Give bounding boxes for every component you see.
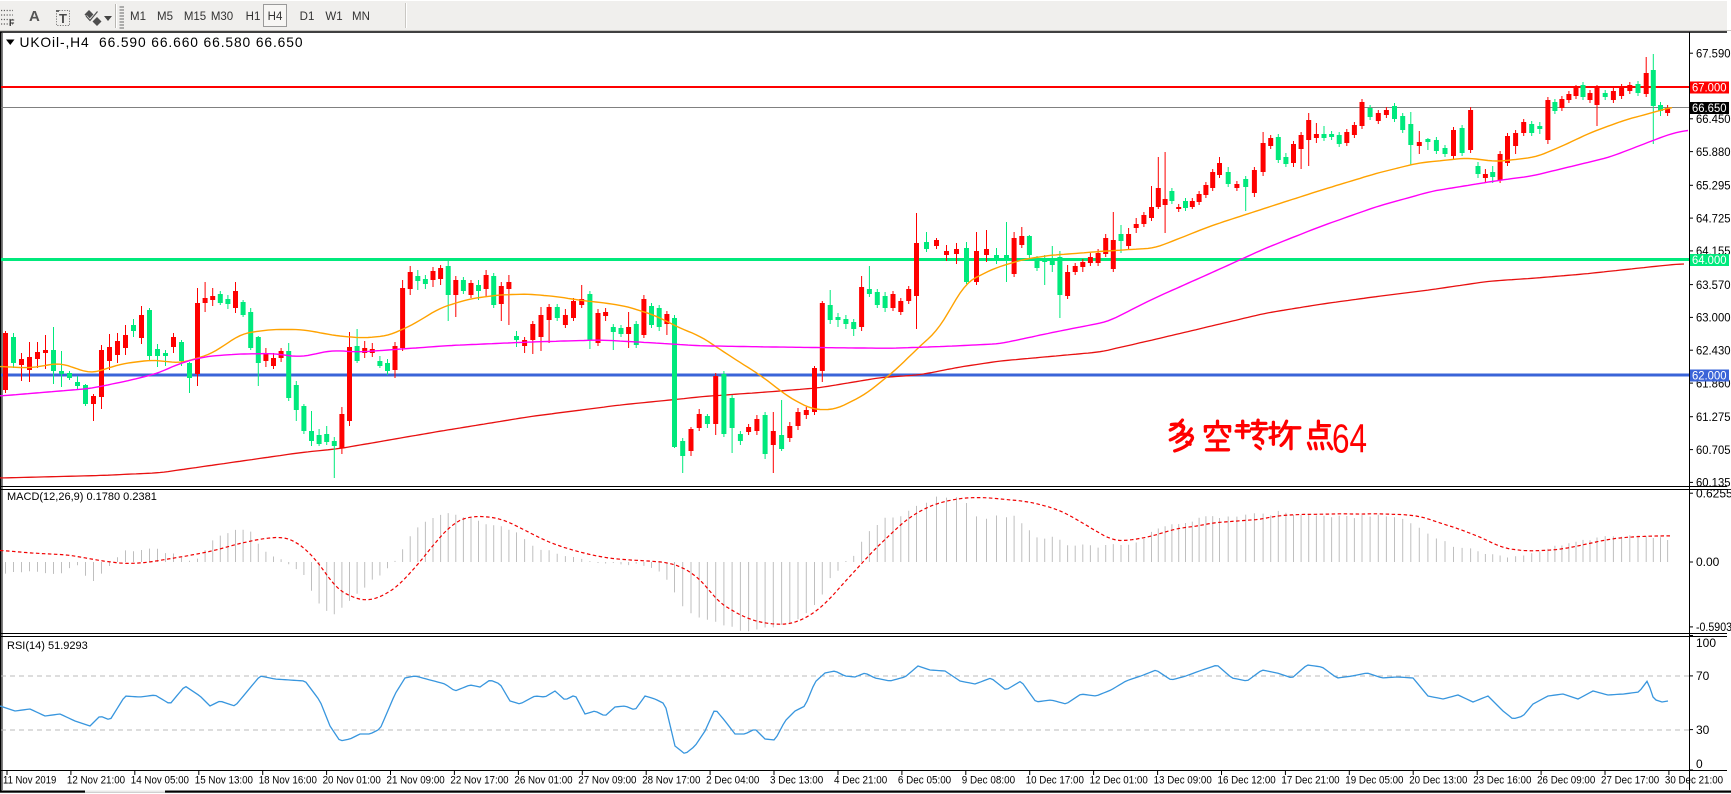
svg-text:4 Dec 21:00: 4 Dec 21:00 <box>834 775 887 787</box>
svg-text:70: 70 <box>1696 669 1710 683</box>
svg-text:21 Nov 09:00: 21 Nov 09:00 <box>387 775 445 787</box>
svg-text:65.880: 65.880 <box>1696 145 1731 159</box>
svg-text:10 Dec 17:00: 10 Dec 17:00 <box>1026 775 1084 787</box>
svg-text:14 Nov 05:00: 14 Nov 05:00 <box>131 775 189 787</box>
svg-text:62.430: 62.430 <box>1696 343 1731 357</box>
svg-text:W1: W1 <box>325 11 342 23</box>
svg-text:64.000: 64.000 <box>1692 253 1727 267</box>
svg-text:MN: MN <box>352 11 370 23</box>
svg-text:20 Nov 01:00: 20 Nov 01:00 <box>323 775 381 787</box>
svg-text:13 Dec 09:00: 13 Dec 09:00 <box>1154 775 1212 787</box>
svg-text:66.650: 66.650 <box>1692 101 1727 115</box>
svg-text:F: F <box>9 18 15 28</box>
svg-text:62.000: 62.000 <box>1692 368 1727 382</box>
svg-text:30: 30 <box>1696 723 1710 737</box>
svg-text:M30: M30 <box>211 11 233 23</box>
svg-text:66.450: 66.450 <box>1696 112 1731 126</box>
svg-text:15 Nov 13:00: 15 Nov 13:00 <box>195 775 253 787</box>
svg-text:67.000: 67.000 <box>1692 80 1727 94</box>
svg-text:M1: M1 <box>130 11 146 23</box>
svg-text:67.590: 67.590 <box>1696 46 1731 60</box>
svg-text:27 Nov 09:00: 27 Nov 09:00 <box>578 775 636 787</box>
svg-text:11 Nov 2019: 11 Nov 2019 <box>3 775 56 787</box>
svg-text:16 Dec 12:00: 16 Dec 12:00 <box>1218 775 1276 787</box>
svg-text:12 Nov 21:00: 12 Nov 21:00 <box>67 775 125 787</box>
svg-text:64: 64 <box>1332 416 1367 462</box>
svg-text:63.570: 63.570 <box>1696 278 1731 292</box>
svg-text:64.725: 64.725 <box>1696 211 1731 225</box>
svg-text:6 Dec 05:00: 6 Dec 05:00 <box>898 775 951 787</box>
svg-text:H4: H4 <box>268 11 283 23</box>
svg-text:0: 0 <box>1696 757 1703 771</box>
svg-text:MACD(12,26,9) 0.1780 0.2381: MACD(12,26,9) 0.1780 0.2381 <box>7 491 157 503</box>
svg-text:22 Nov 17:00: 22 Nov 17:00 <box>450 775 508 787</box>
svg-text:61.275: 61.275 <box>1696 410 1731 424</box>
svg-text:3 Dec 13:00: 3 Dec 13:00 <box>770 775 823 787</box>
svg-text:27 Dec 17:00: 27 Dec 17:00 <box>1601 775 1659 787</box>
svg-text:D1: D1 <box>300 11 315 23</box>
svg-text:30 Dec 21:00: 30 Dec 21:00 <box>1665 775 1723 787</box>
svg-text:28 Nov 17:00: 28 Nov 17:00 <box>642 775 700 787</box>
svg-text:26 Nov 01:00: 26 Nov 01:00 <box>514 775 572 787</box>
svg-text:20 Dec 13:00: 20 Dec 13:00 <box>1409 775 1467 787</box>
svg-text:2 Dec 04:00: 2 Dec 04:00 <box>706 775 759 787</box>
svg-text:23 Dec 16:00: 23 Dec 16:00 <box>1473 775 1531 787</box>
svg-text:-0.5903: -0.5903 <box>1696 620 1731 634</box>
svg-text:M5: M5 <box>157 11 173 23</box>
svg-text:60.705: 60.705 <box>1696 443 1731 457</box>
svg-text:0.6255: 0.6255 <box>1696 486 1731 500</box>
svg-text:60.135: 60.135 <box>1696 476 1731 490</box>
svg-text:RSI(14) 51.9293: RSI(14) 51.9293 <box>7 640 88 652</box>
svg-text:H1: H1 <box>246 11 261 23</box>
svg-text:63.000: 63.000 <box>1696 311 1731 325</box>
svg-text:9 Dec 08:00: 9 Dec 08:00 <box>962 775 1015 787</box>
svg-text:M15: M15 <box>184 11 206 23</box>
svg-text:26 Dec 09:00: 26 Dec 09:00 <box>1537 775 1595 787</box>
svg-text:100: 100 <box>1696 636 1716 650</box>
svg-text:19 Dec 05:00: 19 Dec 05:00 <box>1345 775 1403 787</box>
svg-text:65.295: 65.295 <box>1696 179 1731 193</box>
svg-text:T: T <box>59 11 67 26</box>
svg-text:18 Nov 16:00: 18 Nov 16:00 <box>259 775 317 787</box>
svg-text:12 Dec 01:00: 12 Dec 01:00 <box>1090 775 1148 787</box>
svg-text:A: A <box>29 8 40 25</box>
svg-text:0.00: 0.00 <box>1696 555 1720 569</box>
svg-text:UKOil-,H4 66.590 66.660 66.58: UKOil-,H4 66.590 66.660 66.580 66.650 <box>20 35 303 50</box>
svg-text:17 Dec 21:00: 17 Dec 21:00 <box>1281 775 1339 787</box>
